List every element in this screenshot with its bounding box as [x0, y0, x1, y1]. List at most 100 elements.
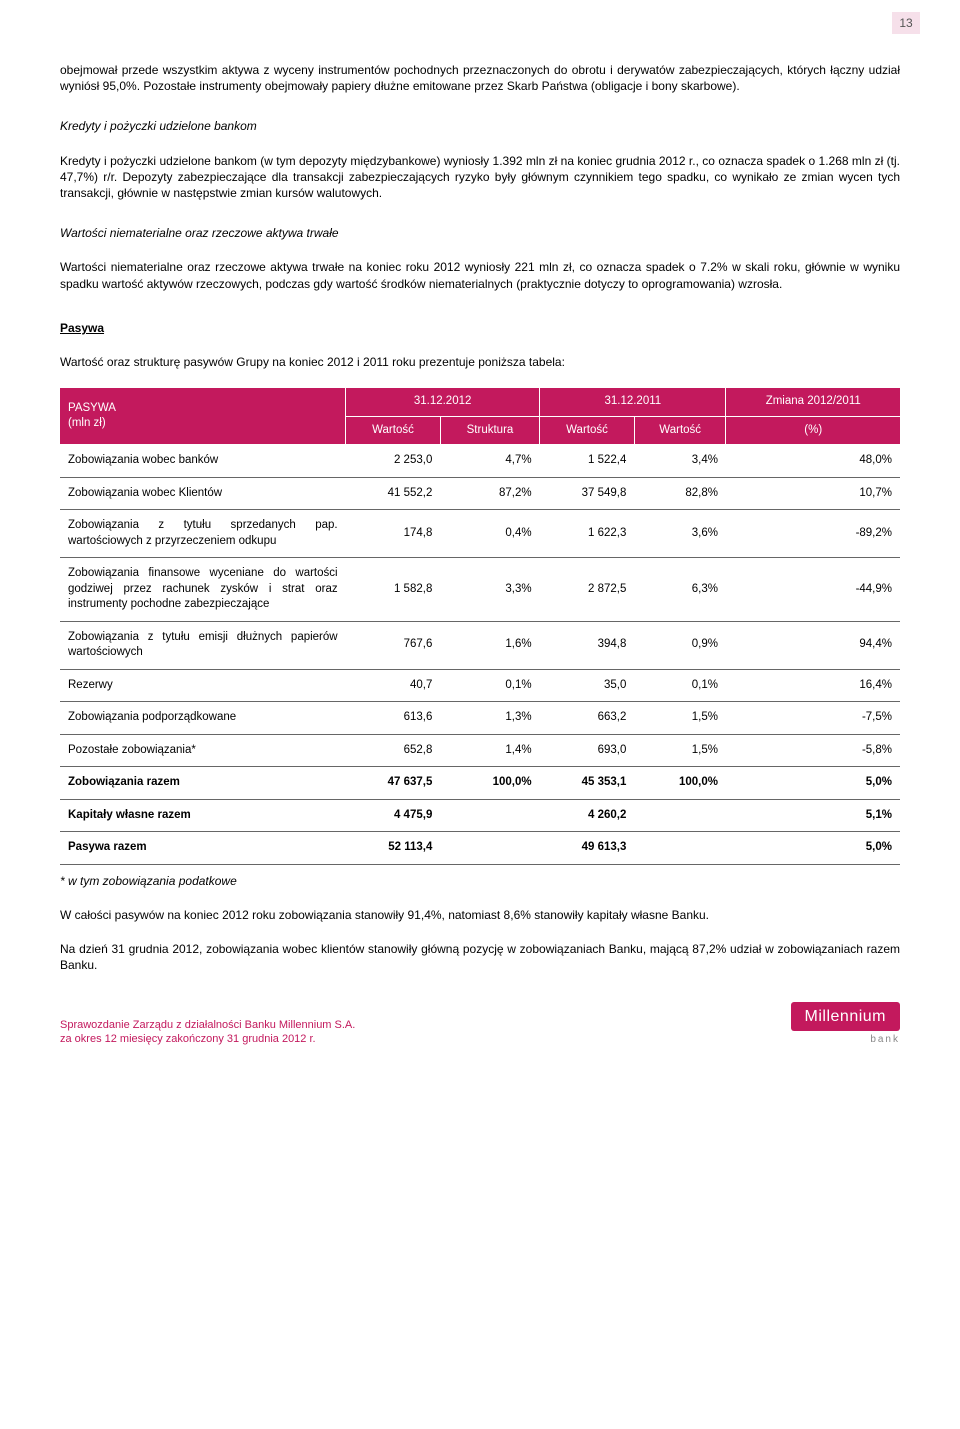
row-label: Pasywa razem	[60, 832, 346, 865]
row-value: -89,2%	[726, 510, 900, 558]
th-title: PASYWA	[68, 401, 337, 417]
row-label: Zobowiązania z tytułu sprzedanych pap. w…	[60, 510, 346, 558]
row-label: Zobowiązania podporządkowane	[60, 702, 346, 735]
bank-logo: Millennium bank	[791, 1002, 900, 1047]
row-value	[440, 799, 539, 832]
row-value: 1,6%	[440, 621, 539, 669]
row-label: Rezerwy	[60, 669, 346, 702]
row-value: 1 582,8	[346, 558, 441, 622]
row-value: 4,7%	[440, 445, 539, 478]
row-value: 613,6	[346, 702, 441, 735]
table-row: Zobowiązania z tytułu sprzedanych pap. w…	[60, 510, 900, 558]
paragraph-3: Wartości niematerialne oraz rzeczowe akt…	[60, 259, 900, 291]
row-value: 1,5%	[634, 702, 726, 735]
paragraph-1: obejmował przede wszystkim aktywa z wyce…	[60, 62, 900, 94]
row-label: Zobowiązania z tytułu emisji dłużnych pa…	[60, 621, 346, 669]
row-value: 5,1%	[726, 799, 900, 832]
row-value: 52 113,4	[346, 832, 441, 865]
row-value: 693,0	[540, 734, 635, 767]
paragraph-6: Na dzień 31 grudnia 2012, zobowiązania w…	[60, 941, 900, 973]
th-change: Zmiana 2012/2011	[726, 388, 900, 416]
logo-text: Millennium	[791, 1002, 900, 1032]
row-value: 100,0%	[634, 767, 726, 800]
paragraph-4: Wartość oraz strukturę pasywów Grupy na …	[60, 354, 900, 370]
th-sub1: Wartość	[346, 416, 441, 445]
table-row: Zobowiązania razem47 637,5100,0%45 353,1…	[60, 767, 900, 800]
footer-line1: Sprawozdanie Zarządu z działalności Bank…	[60, 1018, 355, 1032]
th-unit: (mln zł)	[68, 416, 337, 432]
th-sub3: Wartość	[540, 416, 635, 445]
row-value: 767,6	[346, 621, 441, 669]
th-date2: 31.12.2011	[540, 388, 726, 416]
paragraph-2: Kredyty i pożyczki udzielone bankom (w t…	[60, 153, 900, 202]
page-number: 13	[892, 12, 920, 34]
row-value: 5,0%	[726, 832, 900, 865]
row-value: 1 522,4	[540, 445, 635, 478]
row-value: 663,2	[540, 702, 635, 735]
row-value: 4 260,2	[540, 799, 635, 832]
row-value: 1,5%	[634, 734, 726, 767]
row-value: -7,5%	[726, 702, 900, 735]
row-value: 4 475,9	[346, 799, 441, 832]
page-footer: Sprawozdanie Zarządu z działalności Bank…	[60, 1002, 900, 1047]
row-value	[634, 799, 726, 832]
row-value: 48,0%	[726, 445, 900, 478]
table-footnote: * w tym zobowiązania podatkowe	[60, 873, 900, 889]
row-value: 394,8	[540, 621, 635, 669]
heading-pasywa: Pasywa	[60, 320, 900, 336]
th-date1: 31.12.2012	[346, 388, 540, 416]
row-value: 3,3%	[440, 558, 539, 622]
row-label: Zobowiązania wobec Klientów	[60, 477, 346, 510]
row-value: 41 552,2	[346, 477, 441, 510]
row-value: -44,9%	[726, 558, 900, 622]
table-row: Zobowiązania wobec banków2 253,04,7%1 52…	[60, 445, 900, 478]
row-label: Zobowiązania finansowe wyceniane do wart…	[60, 558, 346, 622]
row-value: 2 253,0	[346, 445, 441, 478]
row-value: 0,1%	[634, 669, 726, 702]
row-value: 87,2%	[440, 477, 539, 510]
table-row: Rezerwy40,70,1%35,00,1%16,4%	[60, 669, 900, 702]
row-value: 94,4%	[726, 621, 900, 669]
th-sub4: Wartość	[634, 416, 726, 445]
row-value: 35,0	[540, 669, 635, 702]
heading-kredyty: Kredyty i pożyczki udzielone bankom	[60, 118, 900, 134]
table-row: Zobowiązania z tytułu emisji dłużnych pa…	[60, 621, 900, 669]
pasywa-table: PASYWA (mln zł) 31.12.2012 31.12.2011 Zm…	[60, 388, 900, 865]
row-value: 10,7%	[726, 477, 900, 510]
paragraph-5: W całości pasywów na koniec 2012 roku zo…	[60, 907, 900, 923]
row-value: 49 613,3	[540, 832, 635, 865]
row-label: Kapitały własne razem	[60, 799, 346, 832]
row-value: -5,8%	[726, 734, 900, 767]
row-value	[634, 832, 726, 865]
th-sub2: Struktura	[440, 416, 539, 445]
row-value: 45 353,1	[540, 767, 635, 800]
row-value: 3,6%	[634, 510, 726, 558]
row-value: 16,4%	[726, 669, 900, 702]
table-row: Zobowiązania finansowe wyceniane do wart…	[60, 558, 900, 622]
table-row: Pozostałe zobowiązania*652,81,4%693,01,5…	[60, 734, 900, 767]
logo-subtext: bank	[870, 1033, 900, 1047]
table-row: Zobowiązania podporządkowane613,61,3%663…	[60, 702, 900, 735]
row-value: 174,8	[346, 510, 441, 558]
table-row: Zobowiązania wobec Klientów41 552,287,2%…	[60, 477, 900, 510]
row-value: 37 549,8	[540, 477, 635, 510]
row-value: 82,8%	[634, 477, 726, 510]
row-value: 1,3%	[440, 702, 539, 735]
row-value: 40,7	[346, 669, 441, 702]
row-value: 5,0%	[726, 767, 900, 800]
row-label: Pozostałe zobowiązania*	[60, 734, 346, 767]
row-value: 3,4%	[634, 445, 726, 478]
row-value: 1,4%	[440, 734, 539, 767]
row-value: 0,1%	[440, 669, 539, 702]
row-label: Zobowiązania razem	[60, 767, 346, 800]
row-value	[440, 832, 539, 865]
row-value: 47 637,5	[346, 767, 441, 800]
row-value: 100,0%	[440, 767, 539, 800]
th-sub5: (%)	[726, 416, 900, 445]
table-row: Pasywa razem52 113,4 49 613,3 5,0%	[60, 832, 900, 865]
row-value: 2 872,5	[540, 558, 635, 622]
row-value: 6,3%	[634, 558, 726, 622]
table-row: Kapitały własne razem4 475,9 4 260,2 5,1%	[60, 799, 900, 832]
row-value: 0,9%	[634, 621, 726, 669]
row-value: 652,8	[346, 734, 441, 767]
